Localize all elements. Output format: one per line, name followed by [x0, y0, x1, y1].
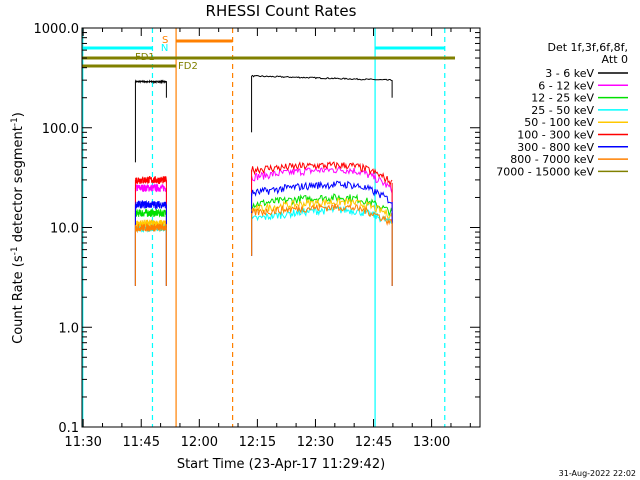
legend-label: 3 - 6 keV — [545, 67, 594, 80]
series-trace-segment — [251, 193, 393, 217]
series-trace-segment — [134, 200, 167, 211]
x-tick-label: 11:45 — [123, 435, 160, 450]
y-axis-label-close: ) — [11, 112, 26, 117]
x-tick-label: 12:00 — [181, 435, 218, 450]
y-tick-label: 1.0 — [58, 321, 79, 336]
series-trace-segment — [251, 197, 393, 219]
series-trace-segment — [134, 222, 167, 234]
x-tick-label: 11:30 — [64, 435, 101, 450]
y-tick-label: 10.0 — [50, 222, 79, 237]
y-tick-label: 100.0 — [42, 122, 79, 137]
series-trace-segment — [251, 203, 393, 226]
legend-label: 7000 - 15000 keV — [496, 165, 594, 178]
y-axis-label-sup: -1 — [10, 246, 20, 255]
y-axis-label: Count Rate (s-1 detector segment-1) — [10, 112, 26, 344]
x-tick-label: 12:30 — [297, 435, 334, 450]
flag-annotation-fd1: FD1 — [135, 52, 155, 63]
axes-layer: 11:30 11:45 12:00 12:15 12:30 12:45 13:00 1000.… — [34, 22, 480, 450]
chart-title: RHESSI Count Rates — [206, 2, 357, 20]
series-trace-segment — [251, 74, 393, 82]
legend-label: 12 - 25 keV — [531, 92, 594, 105]
data-layer: SN FD1 FD2 — [82, 28, 455, 427]
flag-annotation-fd2: FD2 — [178, 61, 198, 72]
legend-label: 100 - 300 keV — [517, 129, 594, 142]
legend-label: 6 - 12 keV — [538, 79, 594, 92]
series-trace-segment — [251, 161, 393, 187]
flag-annotation-s: S — [162, 35, 168, 46]
flag-annotation-n: N — [161, 43, 168, 54]
series-trace-segment — [251, 165, 393, 194]
y-tick-label: 0.1 — [58, 421, 79, 436]
legend-label: 800 - 7000 keV — [510, 153, 594, 166]
legend-label: 25 - 50 keV — [531, 104, 594, 117]
y-tick-label: 1000.0 — [34, 22, 80, 37]
x-tick-label: 13:00 — [413, 435, 450, 450]
legend-label: 50 - 100 keV — [524, 116, 594, 129]
series-trace-segment — [134, 79, 167, 85]
series-3-6kev — [134, 74, 393, 163]
y-axis-label-sup2: -1 — [10, 117, 20, 126]
x-tick-label: 12:45 — [355, 435, 392, 450]
y-axis-label-tail: detector segment — [11, 126, 26, 246]
legend-header-detectors: Det 1f,3f,6f,8f, — [547, 41, 628, 54]
footer-date: 31-Aug-2022 22:02 — [559, 469, 636, 478]
series-800-7000kev — [134, 203, 393, 286]
series-trace-segment — [135, 176, 167, 185]
legend-label: 300 - 800 keV — [517, 141, 594, 154]
legend-header-attenuator: Att 0 — [602, 53, 628, 66]
series-trace-segment — [134, 183, 167, 193]
series-trace-segment — [134, 208, 167, 218]
x-tick-label: 12:15 — [239, 435, 276, 450]
x-axis-label: Start Time (23-Apr-17 11:29:42) — [177, 457, 385, 472]
series-trace-segment — [251, 180, 393, 204]
y-axis-label-main: Count Rate (s — [11, 255, 26, 344]
